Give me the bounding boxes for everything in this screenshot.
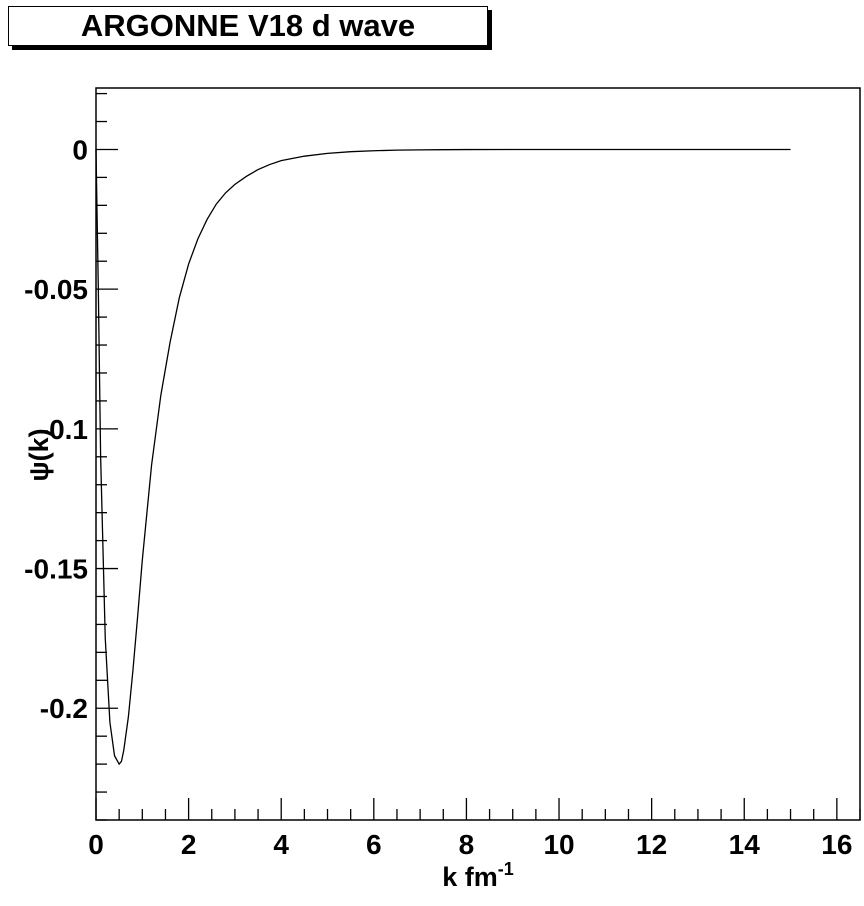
y-tick-label: -0.2 <box>40 693 88 724</box>
x-axis-title-superscript: -1 <box>498 859 514 879</box>
x-tick-label: 8 <box>459 829 475 860</box>
x-tick-label: 2 <box>181 829 197 860</box>
x-tick-label: 6 <box>366 829 382 860</box>
series-line <box>95 148 791 766</box>
axis-ticks <box>95 92 861 821</box>
y-tick-label: -0.1 <box>40 414 88 445</box>
x-axis-title: k fm-1 <box>442 859 514 892</box>
x-tick-label: 14 <box>729 829 761 860</box>
y-tick-label: 0 <box>72 134 88 165</box>
x-tick-label: 0 <box>88 829 104 860</box>
chart-title: ARGONNE V18 d wave <box>8 6 488 46</box>
x-tick-label: 4 <box>273 829 289 860</box>
x-tick-label: 10 <box>543 829 574 860</box>
x-tick-label: 16 <box>821 829 852 860</box>
y-tick-labels: 0 -0.05 -0.1 -0.15 -0.2 <box>24 134 88 724</box>
y-tick-label: -0.15 <box>24 554 88 585</box>
y-axis-title: ψ(k) <box>24 428 54 481</box>
plot-frame <box>95 87 861 821</box>
x-tick-label: 12 <box>636 829 667 860</box>
x-axis-title-text: k fm <box>442 862 498 892</box>
x-tick-labels: 0 2 4 6 8 10 12 14 16 <box>88 829 852 860</box>
y-tick-label: -0.05 <box>24 274 88 305</box>
